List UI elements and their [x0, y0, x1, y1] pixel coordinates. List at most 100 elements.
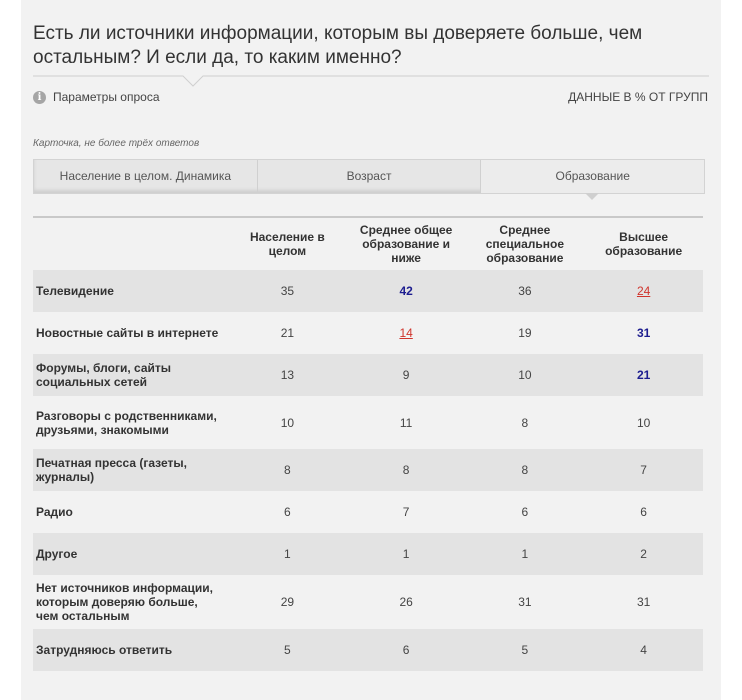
cell-value: 1 [284, 547, 291, 561]
table-cell: 5 [466, 629, 585, 671]
table-cell: 24 [584, 270, 703, 312]
table-cell: 5 [228, 629, 347, 671]
cell-value: 9 [402, 368, 410, 382]
table-cell: 6 [347, 629, 466, 671]
row-category: Нет источников информации, которым довер… [36, 581, 213, 623]
cell-value: 2 [640, 547, 647, 561]
table-cell: 8 [466, 449, 585, 491]
table-cell: 6 [228, 491, 347, 533]
cell-value: 21 [636, 368, 651, 382]
cell-value: 4 [640, 643, 647, 657]
table-cell: 26 [347, 575, 466, 629]
cell-value: 24 [636, 284, 651, 298]
table-cell: 4 [584, 629, 703, 671]
table-header-row: Население в целом Среднее общее образова… [33, 218, 703, 270]
cell-value: 10 [280, 415, 295, 430]
cell-value: 5 [284, 643, 291, 657]
units-label: ДАННЫЕ В % ОТ ГРУПП [568, 90, 708, 104]
table-cell: 35 [228, 270, 347, 312]
tab-bar: Население в целом. Динамика Возраст Обра… [33, 159, 705, 194]
table-cell: 31 [584, 575, 703, 629]
cell-value: 8 [521, 415, 529, 430]
table-row: Радио 6 7 6 6 [33, 491, 703, 533]
cell-value: 35 [280, 284, 295, 298]
tab-population-dynamics[interactable]: Население в целом. Динамика [34, 160, 258, 193]
cell-value: 8 [284, 463, 291, 477]
table-cell: 42 [347, 270, 466, 312]
table-row: Разговоры с родственниками, друзьями, зн… [33, 396, 703, 449]
info-icon: i [33, 90, 46, 104]
header-secondary-general: Среднее общее образование и ниже [359, 223, 453, 265]
table-cell: 7 [584, 449, 703, 491]
cell-value: 6 [640, 505, 647, 519]
title-divider [33, 75, 709, 87]
cell-value: 1 [402, 547, 410, 561]
question-title: Есть ли источники информации, которым вы… [33, 23, 643, 68]
header-category [33, 218, 228, 270]
table-cell: 21 [584, 354, 703, 396]
table-cell: 2 [584, 533, 703, 575]
cell-value: 31 [636, 326, 651, 340]
table-cell: 14 [347, 312, 466, 354]
card-note: Карточка, не более трёх ответов [33, 138, 200, 149]
table-row: Нет источников информации, которым довер… [33, 575, 703, 629]
table-cell: 1 [466, 533, 585, 575]
row-category: Печатная пресса (газеты, журналы) [36, 456, 187, 484]
cell-value: 10 [518, 368, 532, 382]
table-row: Новостные сайты в интернете 21 14 19 31 [33, 312, 703, 354]
table-row: Телевидение 35 42 36 24 [33, 270, 703, 312]
table-cell: 8 [347, 449, 466, 491]
cell-value: 29 [280, 595, 295, 609]
table-cell: 19 [466, 312, 585, 354]
table-divider [33, 216, 703, 218]
table-cell: 6 [466, 491, 585, 533]
cell-value: 14 [399, 326, 413, 340]
cell-value: 7 [640, 463, 647, 477]
table-cell: 8 [228, 449, 347, 491]
cell-value: 6 [284, 505, 291, 519]
cell-value: 36 [518, 284, 532, 298]
cell-value: 8 [521, 463, 529, 477]
cell-value: 26 [399, 595, 413, 609]
cell-value: 6 [402, 643, 410, 657]
row-category: Форумы, блоги, сайты социальных сетей [36, 361, 171, 389]
cell-value: 6 [521, 505, 529, 519]
row-category: Телевидение [36, 284, 114, 298]
survey-card: Есть ли источники информации, которым вы… [21, 0, 721, 700]
row-category: Другое [36, 547, 78, 561]
header-population: Население в целом [249, 230, 325, 258]
table-cell: 10 [466, 354, 585, 396]
table-cell: 8 [466, 396, 585, 449]
cell-value: 10 [636, 415, 651, 430]
cell-value: 1 [521, 547, 529, 561]
survey-params-label: Параметры опроса [53, 90, 160, 104]
table-cell: 29 [228, 575, 347, 629]
cell-value: 31 [636, 595, 651, 609]
table-row: Другое 1 1 1 2 [33, 533, 703, 575]
cell-value: 5 [521, 643, 529, 657]
table-cell: 1 [347, 533, 466, 575]
table-cell: 31 [584, 312, 703, 354]
table-cell: 10 [584, 396, 703, 449]
table-row: Печатная пресса (газеты, журналы) 8 8 8 7 [33, 449, 703, 491]
cell-value: 11 [399, 415, 413, 430]
table-cell: 11 [347, 396, 466, 449]
table-row: Затрудняюсь ответить 5 6 5 4 [33, 629, 703, 671]
survey-params-toggle[interactable]: i Параметры опроса [33, 90, 160, 104]
cell-value: 31 [518, 595, 532, 609]
cell-value: 7 [402, 505, 410, 519]
table-cell: 10 [228, 396, 347, 449]
table-cell: 6 [584, 491, 703, 533]
active-tab-pointer [585, 193, 599, 200]
table-cell: 1 [228, 533, 347, 575]
table-row: Форумы, блоги, сайты социальных сетей 13 9… [33, 354, 703, 396]
cell-value: 42 [399, 284, 413, 298]
table-cell: 31 [466, 575, 585, 629]
tab-education[interactable]: Образование [481, 160, 705, 193]
cell-value: 8 [402, 463, 410, 477]
tab-age[interactable]: Возраст [258, 160, 482, 193]
table-cell: 36 [466, 270, 585, 312]
header-higher: Высшее образование [605, 230, 683, 258]
header-secondary-special: Среднее специальное образование [485, 223, 565, 265]
row-category: Радио [36, 505, 73, 519]
